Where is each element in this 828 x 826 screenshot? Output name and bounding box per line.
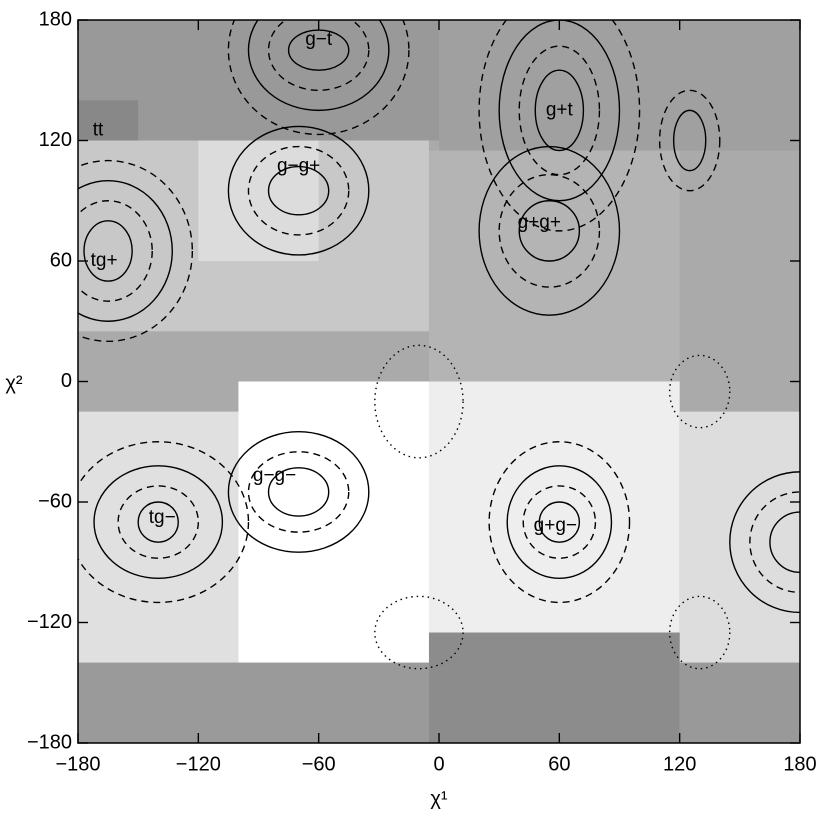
x-tick-label: −60 bbox=[302, 753, 336, 775]
annotation: g−t bbox=[305, 29, 333, 50]
contour-line bbox=[247, 451, 350, 533]
dotted-contour bbox=[374, 344, 464, 459]
contour-line bbox=[83, 220, 133, 282]
contour-line bbox=[247, 145, 350, 236]
contour-line bbox=[117, 485, 200, 559]
annotation: tg+ bbox=[91, 250, 118, 271]
contour-line bbox=[287, 29, 350, 71]
contour-line bbox=[658, 89, 721, 192]
contour-line bbox=[538, 501, 581, 543]
contour-line bbox=[478, 145, 621, 316]
x-tick-label: −120 bbox=[176, 753, 221, 775]
y-axis-label: χ² bbox=[5, 372, 22, 394]
region bbox=[78, 100, 139, 141]
dotted-contour bbox=[374, 595, 464, 670]
contour-line bbox=[488, 441, 631, 604]
x-tick-label: 180 bbox=[783, 753, 816, 775]
dotted-contour bbox=[668, 595, 731, 670]
annotation: g−g− bbox=[253, 465, 296, 486]
y-tick-label: 60 bbox=[50, 249, 72, 271]
region bbox=[439, 20, 800, 151]
plot-area bbox=[78, 20, 800, 743]
contour-line bbox=[78, 159, 193, 343]
contour-line bbox=[498, 173, 601, 288]
contour-line bbox=[769, 511, 800, 573]
x-tick-label: 120 bbox=[663, 753, 696, 775]
contour-line bbox=[227, 431, 370, 553]
region bbox=[198, 140, 319, 261]
annotation: tg− bbox=[149, 507, 176, 528]
contour-line bbox=[672, 109, 707, 172]
y-tick-label: 0 bbox=[61, 370, 72, 392]
annotation: g+g+ bbox=[518, 212, 561, 233]
x-axis-label: χ¹ bbox=[430, 788, 447, 810]
x-tick-label: 60 bbox=[548, 753, 570, 775]
contour-line bbox=[534, 69, 585, 152]
region bbox=[78, 662, 429, 743]
y-tick-label: −180 bbox=[27, 731, 72, 753]
region bbox=[428, 150, 680, 382]
y-tick-label: −120 bbox=[27, 611, 72, 633]
contour-line bbox=[227, 20, 410, 136]
contour-line bbox=[247, 20, 390, 112]
contour-line bbox=[78, 441, 250, 604]
annotation: g−g+ bbox=[277, 156, 320, 177]
y-tick-label: 120 bbox=[39, 129, 72, 151]
contour-line bbox=[78, 200, 153, 302]
contour-line bbox=[518, 45, 601, 176]
contour-line bbox=[137, 501, 179, 543]
annotation: tt bbox=[93, 119, 104, 140]
region bbox=[679, 662, 800, 743]
contour-line bbox=[498, 20, 621, 202]
region bbox=[428, 381, 680, 633]
contour-line bbox=[522, 485, 597, 559]
contour-line bbox=[506, 465, 613, 580]
region bbox=[78, 411, 239, 663]
contour-line bbox=[478, 20, 641, 232]
x-tick-label: −180 bbox=[55, 753, 100, 775]
annotation: g+g− bbox=[534, 515, 577, 536]
contour-line bbox=[267, 165, 330, 216]
annotation: g+t bbox=[546, 99, 574, 120]
contour-line bbox=[227, 125, 370, 256]
region bbox=[679, 411, 800, 663]
region bbox=[238, 381, 429, 663]
x-tick-label: 0 bbox=[433, 753, 444, 775]
contour-line bbox=[267, 20, 370, 91]
y-tick-label: −60 bbox=[38, 490, 72, 512]
contour-line bbox=[267, 467, 330, 517]
contour-line bbox=[518, 200, 581, 262]
contour-line bbox=[93, 465, 224, 580]
contour-line bbox=[78, 179, 173, 322]
y-tick-label: 180 bbox=[39, 8, 72, 30]
region bbox=[428, 632, 680, 743]
